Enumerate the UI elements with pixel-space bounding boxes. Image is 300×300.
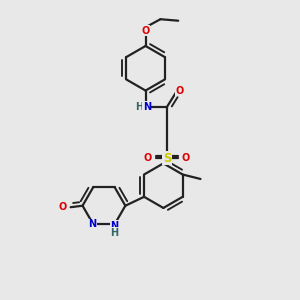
- Text: O: O: [141, 26, 150, 35]
- Text: O: O: [58, 202, 67, 212]
- Text: N: N: [111, 221, 119, 231]
- Text: H: H: [136, 102, 144, 112]
- Text: S: S: [163, 152, 171, 164]
- Text: O: O: [144, 153, 152, 163]
- Text: H: H: [111, 228, 119, 238]
- Text: N: N: [143, 102, 151, 112]
- Text: O: O: [176, 86, 184, 96]
- Text: N: N: [88, 219, 97, 229]
- Text: O: O: [182, 153, 190, 163]
